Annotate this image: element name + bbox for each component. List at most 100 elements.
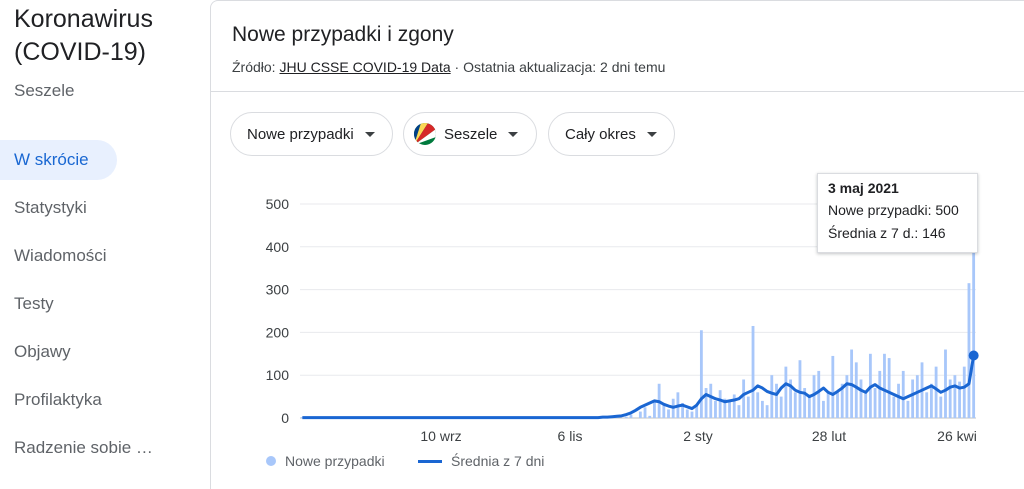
metric-dropdown[interactable]: Nowe przypadki bbox=[230, 112, 393, 156]
x-tick-label: 28 lut bbox=[812, 428, 846, 444]
legend-average-label: Średnia z 7 dni bbox=[451, 453, 545, 469]
country-dropdown[interactable]: Seszele bbox=[403, 112, 537, 156]
case-bar bbox=[831, 355, 835, 418]
case-bar bbox=[760, 400, 764, 418]
metric-dropdown-label: Nowe przypadki bbox=[247, 125, 354, 143]
legend-average: Średnia z 7 dni bbox=[418, 453, 544, 469]
case-bar bbox=[728, 400, 731, 418]
legend-dot-icon bbox=[266, 456, 276, 466]
case-bar bbox=[812, 375, 816, 418]
case-bar bbox=[732, 394, 736, 418]
case-bar bbox=[699, 330, 703, 418]
case-bar bbox=[770, 375, 774, 418]
case-bar bbox=[690, 411, 694, 418]
case-bar bbox=[803, 388, 807, 418]
chevron-down-icon bbox=[646, 131, 657, 137]
case-bar bbox=[939, 396, 943, 418]
chevron-down-icon bbox=[364, 131, 375, 137]
source-update: · Ostatnia aktualizacja: 2 dni temu bbox=[454, 59, 666, 75]
tooltip-date: 3 maj 2021 bbox=[828, 180, 899, 196]
case-bar bbox=[906, 400, 910, 418]
case-bar bbox=[967, 283, 971, 418]
case-bar bbox=[915, 375, 919, 418]
x-tick-label: 2 sty bbox=[683, 428, 713, 444]
case-bar bbox=[723, 398, 727, 418]
case-bar bbox=[859, 379, 863, 418]
case-bar bbox=[826, 392, 830, 418]
case-bar bbox=[845, 375, 849, 418]
case-bar bbox=[746, 396, 750, 418]
case-bar bbox=[864, 392, 868, 418]
y-tick-label: 200 bbox=[266, 324, 290, 340]
case-bar bbox=[662, 405, 666, 418]
panel-title: Nowe przypadki i zgony bbox=[232, 23, 454, 46]
case-bar bbox=[944, 349, 947, 418]
case-bar bbox=[789, 379, 792, 418]
y-tick-label: 100 bbox=[266, 367, 290, 383]
sidebar: Koronawirus (COVID-19) Seszele W skrócie… bbox=[0, 0, 205, 489]
sidebar-item-prevention[interactable]: Profilaktyka bbox=[14, 390, 102, 409]
tooltip-cases: Nowe przypadki: 500 bbox=[828, 202, 959, 218]
country-dropdown-label: Seszele bbox=[444, 125, 498, 143]
seychelles-flag-icon bbox=[414, 123, 436, 145]
case-bar bbox=[681, 403, 685, 418]
case-bar bbox=[629, 414, 633, 418]
sidebar-item-statistics[interactable]: Statystyki bbox=[14, 198, 87, 217]
case-bar bbox=[704, 388, 708, 418]
case-bar bbox=[638, 411, 642, 418]
chart-panel: Nowe przypadki i zgony Źródło: JHU CSSE … bbox=[210, 0, 1024, 489]
case-bar bbox=[972, 204, 976, 418]
case-bar bbox=[925, 392, 929, 418]
case-bar bbox=[765, 405, 769, 418]
case-bar bbox=[948, 379, 952, 418]
y-tick-label: 400 bbox=[266, 239, 290, 255]
hover-point bbox=[968, 350, 979, 361]
case-bar bbox=[793, 392, 797, 418]
chevron-down-icon bbox=[508, 131, 519, 137]
source-link[interactable]: JHU CSSE COVID-19 Data bbox=[279, 59, 451, 75]
case-bar bbox=[854, 362, 858, 418]
sidebar-item-symptoms[interactable]: Objawy bbox=[14, 342, 71, 361]
case-bar bbox=[934, 366, 938, 418]
case-bar bbox=[648, 415, 652, 418]
case-bar bbox=[751, 325, 755, 418]
case-bar bbox=[901, 370, 905, 418]
legend-cases-label: Nowe przypadki bbox=[285, 453, 385, 469]
case-bar bbox=[784, 366, 788, 418]
case-bar bbox=[756, 392, 760, 418]
period-dropdown-label: Cały okres bbox=[565, 125, 636, 143]
sidebar-item-news[interactable]: Wiadomości bbox=[14, 246, 107, 265]
sidebar-item-testing[interactable]: Testy bbox=[14, 294, 54, 313]
case-bar bbox=[775, 383, 778, 418]
case-bar bbox=[742, 379, 746, 418]
case-bar bbox=[685, 409, 689, 418]
case-bar bbox=[873, 388, 877, 418]
legend-cases: Nowe przypadki bbox=[266, 453, 385, 469]
sidebar-item-coping[interactable]: Radzenie sobie … bbox=[14, 438, 153, 457]
x-tick-label: 10 wrz bbox=[420, 428, 461, 444]
tooltip-avg: Średnia z 7 d.: 146 bbox=[828, 225, 946, 241]
case-bar bbox=[892, 396, 896, 418]
case-bar bbox=[897, 383, 900, 418]
case-bar bbox=[878, 370, 882, 418]
case-bar bbox=[643, 407, 647, 418]
case-bar bbox=[958, 381, 961, 418]
sidebar-item-overview[interactable]: W skrócie bbox=[0, 140, 117, 180]
case-bar bbox=[667, 409, 670, 418]
case-bar bbox=[709, 383, 713, 418]
case-bar bbox=[836, 392, 839, 418]
case-bar bbox=[929, 383, 933, 418]
case-bar bbox=[962, 366, 966, 418]
case-bar bbox=[883, 353, 886, 418]
region-label: Seszele bbox=[14, 81, 75, 100]
case-bar bbox=[807, 394, 811, 418]
case-bar bbox=[718, 390, 722, 418]
panel-source: Źródło: JHU CSSE COVID-19 Data · Ostatni… bbox=[232, 59, 665, 75]
case-bar bbox=[653, 400, 656, 418]
avg-line bbox=[302, 355, 976, 420]
period-dropdown[interactable]: Cały okres bbox=[548, 112, 675, 156]
source-prefix: Źródło: bbox=[232, 59, 276, 75]
y-tick-label: 500 bbox=[266, 196, 290, 212]
divider bbox=[211, 91, 1024, 92]
